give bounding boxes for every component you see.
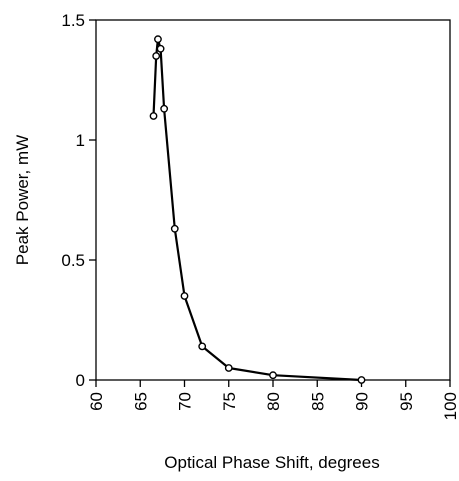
x-tick-label: 65 <box>131 392 150 411</box>
data-point <box>180 292 189 300</box>
plot-frame <box>95 19 451 381</box>
x-tick-label: 90 <box>353 392 372 411</box>
y-tick-label: 1 <box>76 131 85 150</box>
data-point <box>154 35 162 44</box>
y-tick-label: 1.5 <box>61 11 85 30</box>
x-tick-label: 60 <box>87 392 106 411</box>
y-tick-label: 0 <box>76 371 85 390</box>
data-point <box>149 112 158 120</box>
x-axis-title: Optical Phase Shift, degrees <box>164 453 379 472</box>
data-point <box>357 376 366 384</box>
data-point <box>152 52 161 60</box>
y-axis-title: Peak Power, mW <box>13 135 32 265</box>
data-point <box>170 224 179 233</box>
data-point <box>224 364 233 372</box>
series-line <box>152 38 362 382</box>
x-tick-label: 95 <box>397 392 416 411</box>
y-tick-label: 0.5 <box>61 251 85 270</box>
data-point <box>198 342 207 351</box>
data-layer <box>149 35 366 384</box>
data-point <box>160 104 169 113</box>
data-point <box>269 371 277 380</box>
x-tick-label: 100 <box>441 392 459 420</box>
x-tick-label: 85 <box>308 392 327 411</box>
x-tick-label: 70 <box>176 392 195 411</box>
x-tick-label: 75 <box>220 392 239 411</box>
x-tick-label: 80 <box>264 392 283 411</box>
axes-layer: 0 0.5 1 1.5 60 65 70 75 80 85 90 95 100 <box>61 11 459 420</box>
data-point <box>156 44 165 53</box>
label-layer: Optical Phase Shift, degrees Peak Power,… <box>13 135 380 472</box>
